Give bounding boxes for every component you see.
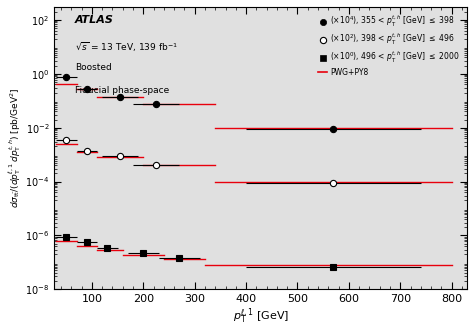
Y-axis label: $d\sigma_{\mathrm{t\bar{t}}}/(dp_{\mathrm{T}}^{\ell,1}\,dp_{\mathrm{T}}^{t,h})$ : $d\sigma_{\mathrm{t\bar{t}}}/(dp_{\mathr… (7, 88, 23, 208)
Text: ATLAS: ATLAS (75, 15, 114, 25)
Text: $\sqrt{s}$ = 13 TeV, 139 fb$^{-1}$: $\sqrt{s}$ = 13 TeV, 139 fb$^{-1}$ (75, 41, 178, 54)
Legend: ($\times 10^{4}$), 355 < $p_{\mathrm{T}}^{t,h}$ [GeV] $\leq$ 398, ($\times 10^{2: ($\times 10^{4}$), 355 < $p_{\mathrm{T}}… (317, 12, 461, 78)
Text: Fiducial phase-space: Fiducial phase-space (75, 86, 169, 95)
X-axis label: $p_{\mathrm{T}}^{\ell,1}$ [GeV]: $p_{\mathrm{T}}^{\ell,1}$ [GeV] (233, 307, 289, 327)
Text: Boosted: Boosted (75, 63, 112, 72)
